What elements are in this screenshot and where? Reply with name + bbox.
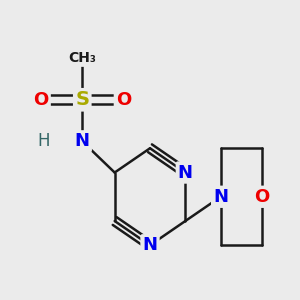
Text: N: N (142, 236, 158, 254)
Text: N: N (178, 164, 193, 181)
Text: CH₃: CH₃ (68, 51, 96, 65)
Text: N: N (213, 188, 228, 206)
Text: S: S (75, 90, 89, 109)
Text: O: O (116, 91, 131, 109)
Text: H: H (38, 132, 50, 150)
Text: O: O (254, 188, 269, 206)
Text: N: N (75, 132, 90, 150)
Text: O: O (33, 91, 49, 109)
